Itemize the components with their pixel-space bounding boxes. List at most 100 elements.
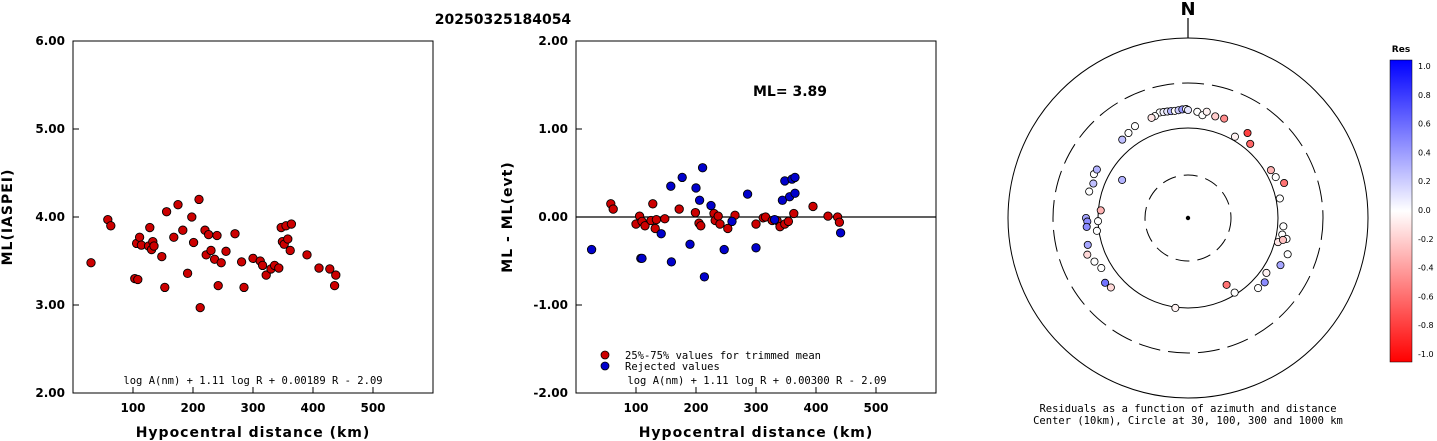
polar-point bbox=[1089, 179, 1098, 188]
middle-point-s1 bbox=[727, 216, 737, 227]
left-point bbox=[169, 232, 179, 242]
center-point bbox=[1185, 215, 1191, 221]
ml-annotation: ML= 3.89 bbox=[753, 84, 827, 100]
polar-point bbox=[1283, 250, 1292, 259]
left-point bbox=[195, 302, 205, 313]
middle-point-s0 bbox=[660, 214, 670, 224]
legend-label-rejected: Rejected values bbox=[625, 361, 720, 373]
left-point bbox=[286, 219, 297, 229]
colorbar-tick-label: 0.2 bbox=[1418, 177, 1431, 186]
middle-point-s1 bbox=[699, 272, 710, 282]
polar-point bbox=[1118, 135, 1127, 144]
left-point bbox=[182, 268, 193, 278]
left-point bbox=[134, 232, 145, 242]
colorbar-gradient bbox=[1389, 59, 1413, 363]
left-point bbox=[206, 245, 216, 256]
middle-point-s1 bbox=[694, 195, 705, 205]
middle-y-tick-label: -1.00 bbox=[533, 298, 568, 312]
left-point bbox=[216, 258, 226, 268]
left-point bbox=[302, 250, 312, 260]
colorbar-tick-label: -0.4 bbox=[1418, 264, 1434, 273]
polar-point bbox=[1243, 128, 1252, 137]
colorbar: Res 1.0 0.8 0.6 0.4 0.2 0.0 -0.2 -0.4 -0.6 -0.8 -1… bbox=[1389, 45, 1434, 363]
polar-point bbox=[1276, 261, 1285, 270]
left-point bbox=[178, 225, 188, 235]
middle-point-s1 bbox=[666, 257, 677, 267]
middle-point-s1 bbox=[742, 189, 753, 199]
middle-point-s1 bbox=[586, 244, 597, 255]
left-point bbox=[325, 264, 335, 274]
polar-point bbox=[1280, 179, 1289, 188]
middle-point-s1 bbox=[637, 253, 647, 264]
left-x-axis-label: Hypocentral distance (km) bbox=[136, 425, 371, 441]
middle-point-s1 bbox=[790, 172, 800, 183]
middle-point-s1 bbox=[685, 239, 695, 249]
polar-point bbox=[1262, 268, 1271, 277]
middle-point-s0 bbox=[650, 223, 660, 234]
colorbar-title: Res bbox=[1392, 45, 1410, 55]
polar-point bbox=[1254, 284, 1263, 293]
left-point bbox=[314, 263, 324, 273]
left-point bbox=[173, 200, 183, 210]
polar-point bbox=[1266, 166, 1275, 175]
left-x-tick-label: 200 bbox=[180, 401, 205, 415]
middle-y-tick-label: 2.00 bbox=[538, 34, 568, 48]
left-point bbox=[160, 282, 170, 293]
left-point bbox=[157, 251, 167, 262]
polar-point bbox=[1260, 278, 1269, 287]
north-label: N bbox=[1180, 0, 1195, 20]
middle-point-s1 bbox=[697, 163, 708, 173]
left-point bbox=[257, 260, 268, 271]
left-y-tick-label: 2.00 bbox=[35, 386, 65, 400]
left-y-tick-label: 5.00 bbox=[35, 122, 65, 136]
left-x-tick-label: 300 bbox=[240, 401, 265, 415]
left-y-axis-label: ML(IASPEI) bbox=[0, 169, 16, 266]
left-y-tick-label: 3.00 bbox=[35, 298, 65, 312]
middle-y-tick-label: 0.00 bbox=[538, 210, 568, 224]
middle-point-s0 bbox=[834, 217, 845, 227]
middle-x-tick-label: 100 bbox=[623, 401, 648, 415]
polar-point bbox=[1097, 264, 1106, 273]
middle-point-s0 bbox=[648, 199, 658, 209]
middle-point-s0 bbox=[723, 223, 733, 234]
polar-point bbox=[1230, 288, 1239, 297]
polar-point bbox=[1085, 187, 1094, 196]
middle-point-s0 bbox=[789, 208, 799, 219]
left-point bbox=[239, 282, 249, 293]
left-point bbox=[236, 257, 247, 267]
left-y-tick-label: 4.00 bbox=[35, 210, 65, 224]
colorbar-tick-label: 1.0 bbox=[1418, 62, 1431, 71]
middle-point-s1 bbox=[656, 229, 666, 239]
middle-point-s1 bbox=[706, 200, 716, 211]
legend-marker-trimmed bbox=[600, 350, 610, 360]
middle-y-tick-label: -2.00 bbox=[533, 386, 568, 400]
polar-points bbox=[1082, 105, 1292, 312]
legend-marker-rejected bbox=[600, 361, 610, 371]
middle-point-s0 bbox=[713, 211, 723, 221]
colorbar-tick-label: 0.4 bbox=[1418, 148, 1431, 157]
polar-point bbox=[1275, 194, 1284, 203]
left-plot-frame bbox=[72, 40, 434, 394]
middle-y-ticks: -2.00 -1.00 0.00 1.00 2.00 bbox=[533, 34, 582, 400]
middle-point-s0 bbox=[651, 214, 662, 225]
polar-point bbox=[1279, 222, 1288, 231]
middle-point-s0 bbox=[783, 216, 794, 227]
middle-point-s1 bbox=[790, 188, 800, 198]
polar-point bbox=[1246, 139, 1255, 148]
middle-point-s0 bbox=[640, 221, 650, 231]
colorbar-tick-label: -1.0 bbox=[1418, 350, 1434, 359]
left-point bbox=[133, 274, 143, 285]
middle-x-tick-label: 300 bbox=[743, 401, 768, 415]
polar-point bbox=[1222, 280, 1231, 289]
middle-point-s0 bbox=[696, 221, 706, 231]
left-chart: 100 200 300 400 500 2.00 3.00 4.00 5.00 6.00 log… bbox=[0, 34, 434, 441]
middle-point-s0 bbox=[690, 207, 701, 218]
middle-x-tick-label: 400 bbox=[803, 401, 828, 415]
left-point bbox=[213, 280, 223, 291]
colorbar-tick-label: -0.8 bbox=[1418, 321, 1434, 330]
polar-point bbox=[1092, 226, 1101, 235]
polar-point bbox=[1094, 217, 1103, 226]
polar-point bbox=[1271, 173, 1280, 182]
middle-y-axis-label: ML - ML(evt) bbox=[500, 161, 516, 272]
